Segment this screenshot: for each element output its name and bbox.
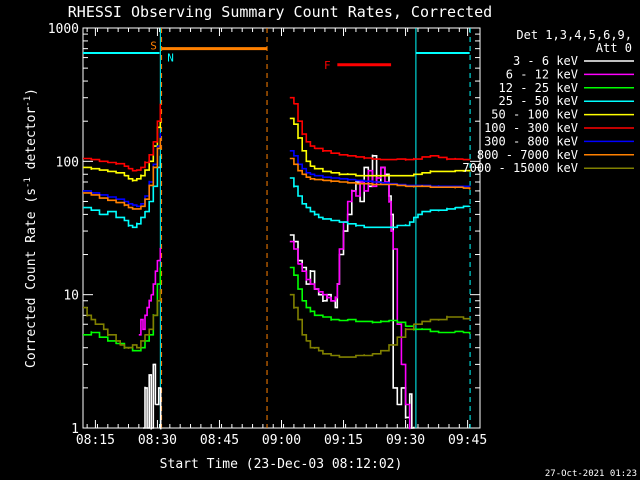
x-tick-label: 08:30 [138,433,177,448]
y-axis-label-mid: detector [24,107,39,178]
y-axis-label-end: ) [24,88,39,96]
y-tick-label: 1 [71,422,79,437]
x-tick-label: 09:45 [448,433,487,448]
x-axis-label: Start Time (23-Dec-03 08:12:02) [160,457,403,472]
y-tick-label: 10 [63,289,79,304]
y-tick-label: 100 [56,155,79,170]
legend-entry-label: 100 - 300 keV [484,121,578,135]
series-lines [83,96,471,430]
series-line-7000-15000- [83,289,471,358]
footer-date: 27-Oct-2021 01:23 [545,469,637,479]
series-line-100-300- [83,96,471,172]
legend-entry-label: 25 - 50 keV [499,94,578,108]
series-line-6-12- [138,166,411,430]
chart-title: RHESSI Observing Summary Count Rates, Co… [68,3,492,21]
x-tick-label: 09:30 [386,433,425,448]
night-label: N [167,52,174,65]
series-line-800-7000- [83,137,471,210]
y-axis-label-main: Corrected Count Rate (s [24,188,39,368]
legend-entry-label: 7000 - 15000 keV [462,161,578,175]
x-tick-label: 08:15 [76,433,115,448]
x-tick-label: 08:45 [200,433,239,448]
y-axis-label-sup2: -1 [23,96,33,107]
legend-entry-label: 3 - 6 keV [513,54,578,68]
legend-entry-label: 50 - 100 keV [491,108,578,122]
legend-header-detectors: Det 1,3,4,5,6,9, [516,28,632,42]
annotations: SN F [83,28,471,428]
saa-label: S [150,40,157,53]
legend-header-attenuator: Att 0 [596,41,632,55]
y-axis-label-sup1: -1 [23,177,33,188]
flare-label: F [324,59,331,72]
legend-entry-label: 800 - 7000 keV [477,148,578,162]
y-axis-label: Corrected Count Rate (s-1 detector-1) [23,88,39,368]
legend-entry-label: 12 - 25 keV [499,81,578,95]
legend-entry-label: 6 - 12 keV [506,67,578,81]
y-tick-label: 1000 [48,22,79,37]
x-tick-label: 09:15 [324,433,363,448]
x-tick-label: 09:00 [262,433,301,448]
series-line-25-50- [83,155,471,229]
legend-entry-label: 300 - 800 keV [484,134,578,148]
axis-ticks: 08:15 08:30 08:45 09:00 09:15 09:30 09:45 1 10 10… [48,22,487,448]
series-line-3-6- [143,154,415,430]
